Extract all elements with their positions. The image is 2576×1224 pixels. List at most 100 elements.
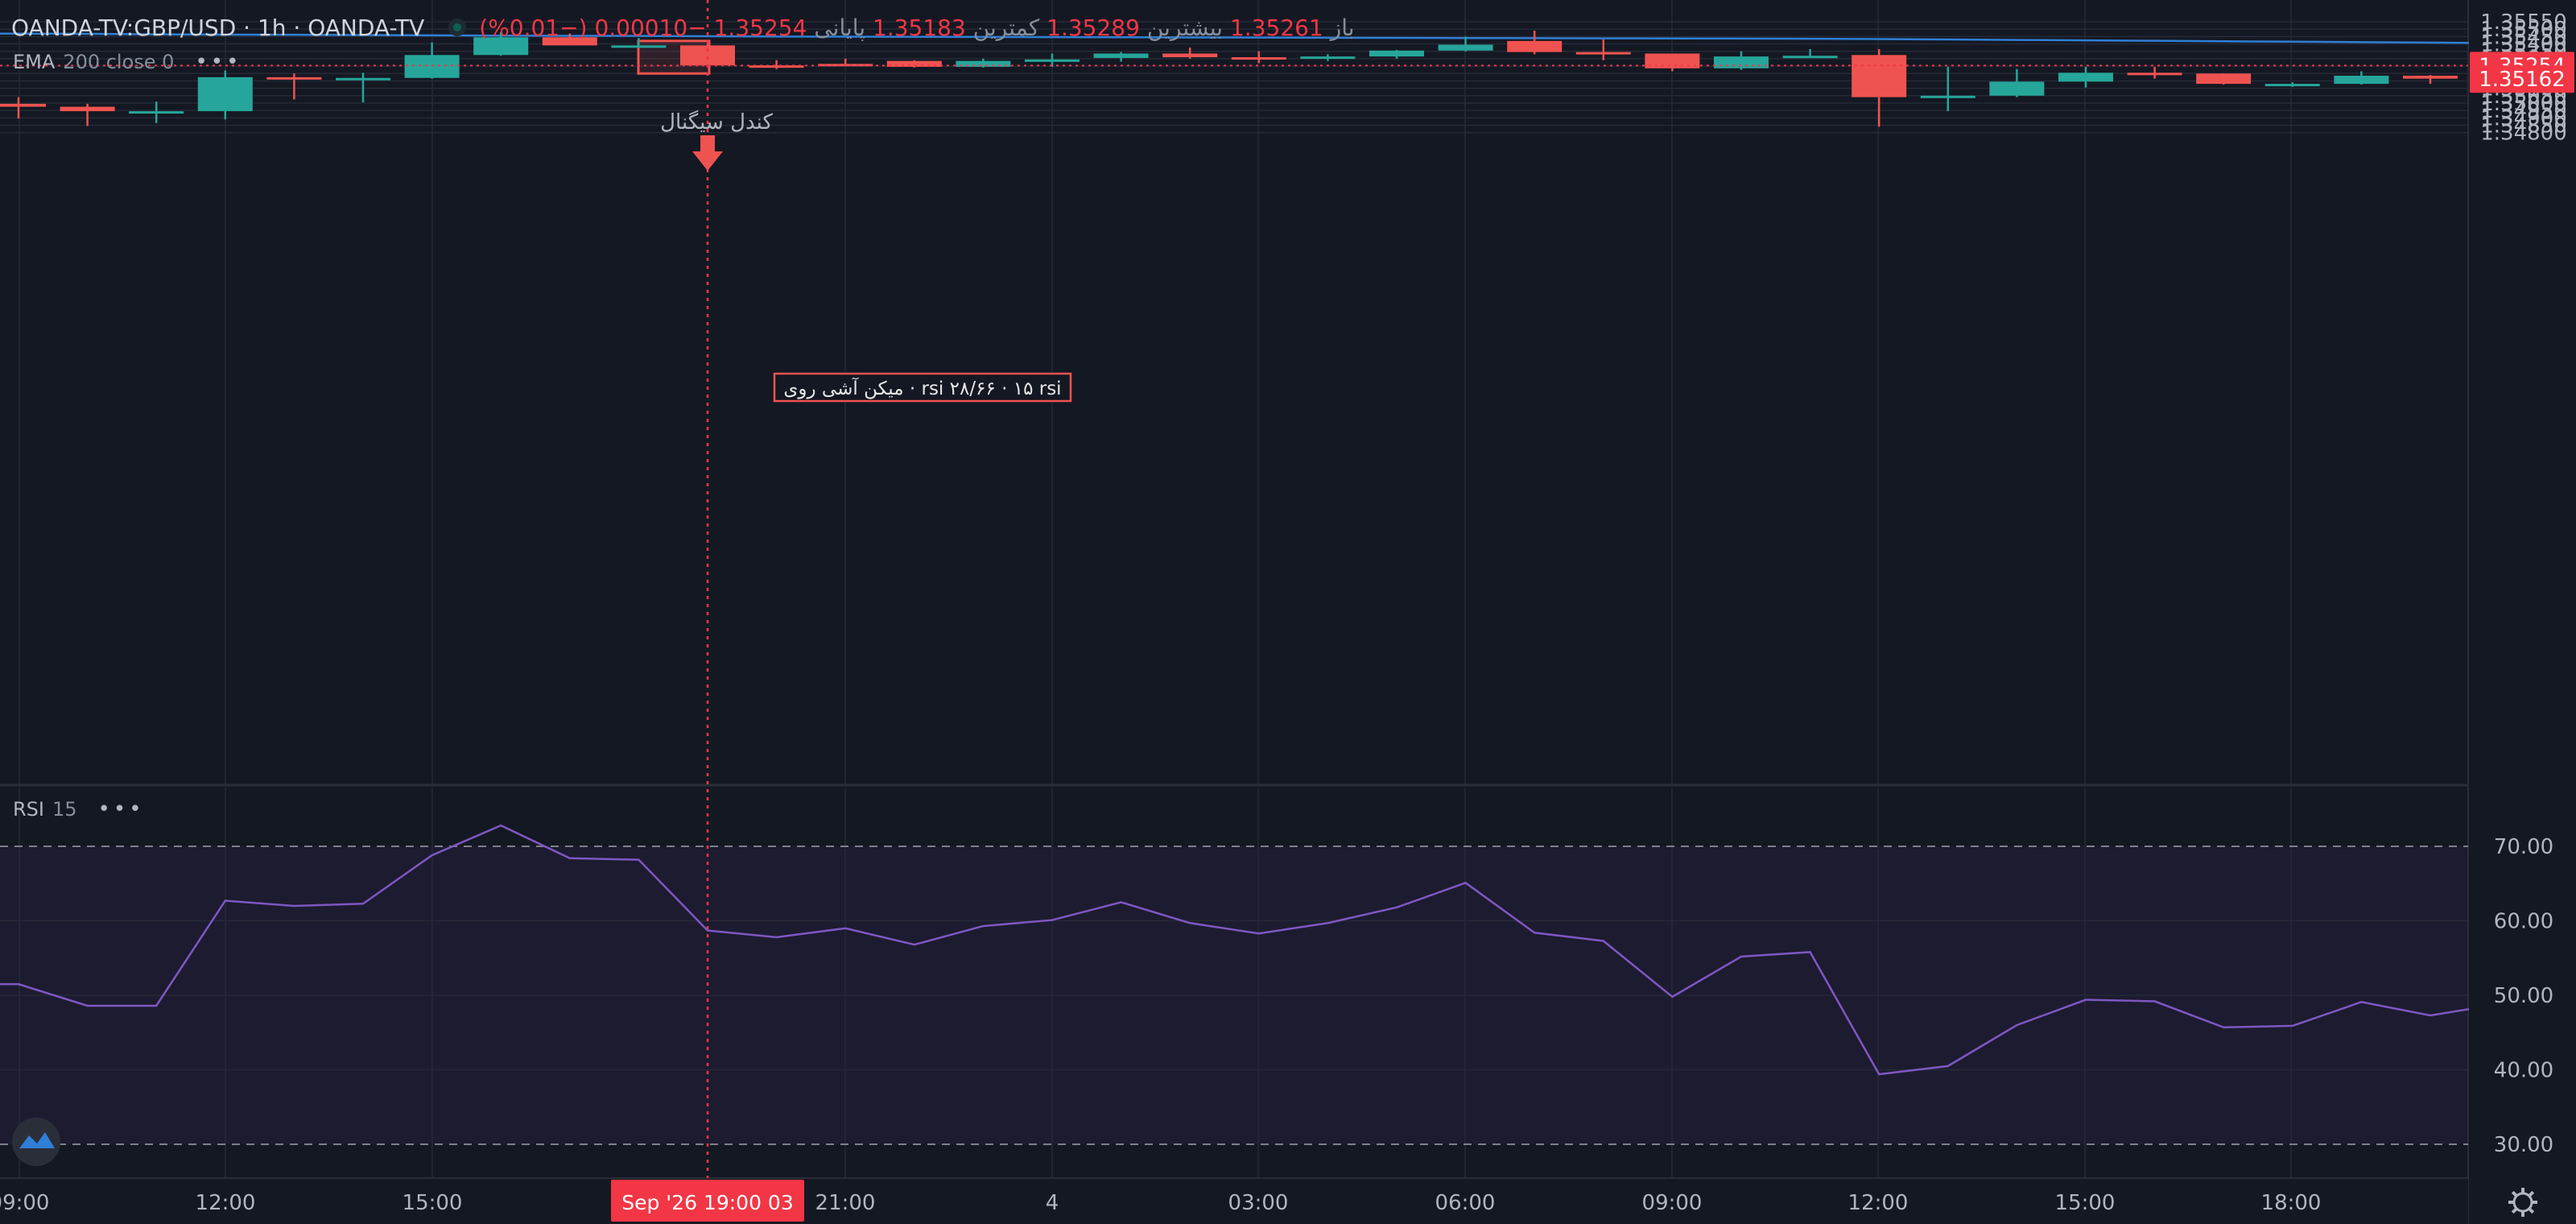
time-axis-label: 15:00 <box>402 1191 463 1215</box>
candle-body[interactable] <box>2403 76 2458 79</box>
candle-body[interactable] <box>266 76 322 80</box>
crosshair-price-tag <box>2470 65 2574 93</box>
price-axis-label: 1.35550 <box>2480 10 2567 35</box>
rsi-axis-label: 60.00 <box>2494 910 2553 934</box>
rsi-axis-label: 50.00 <box>2494 984 2553 1008</box>
ema-legend[interactable]: EMA 200 close 0 ••• <box>13 50 242 74</box>
price-axis-label: 1.34850 <box>2480 114 2567 139</box>
candle-body[interactable] <box>1852 55 1907 97</box>
ema-line[interactable] <box>0 32 2500 44</box>
candle-body[interactable] <box>1920 95 1975 98</box>
candle-body[interactable] <box>1025 59 1080 62</box>
price-axis[interactable] <box>2469 0 2576 1224</box>
candle-body[interactable] <box>2196 73 2252 85</box>
candle-body[interactable] <box>1575 52 1631 55</box>
time-axis-label: 21:00 <box>815 1191 876 1215</box>
candle-body[interactable] <box>1231 57 1286 60</box>
price-axis-label: 1.34900 <box>2480 106 2567 130</box>
time-axis[interactable] <box>0 1179 2468 1224</box>
close-value: 1.35254 <box>713 14 807 41</box>
close-label: پایانی <box>814 14 866 41</box>
candle-body[interactable] <box>473 37 529 56</box>
candle-body[interactable] <box>1300 56 1356 60</box>
signal-label[interactable]: کندل سیگنال <box>660 110 773 134</box>
symbol-title[interactable]: OANDA-TV:GBP/USD · 1h · OANDA-TV <box>11 14 425 41</box>
settings-gear-tooth <box>2511 1190 2517 1197</box>
chart-header: OANDA-TV:GBP/USD · 1h · OANDA-TV باز 1.3… <box>11 11 1355 43</box>
crosshair-price-tag-text: 1.35162 <box>2479 68 2566 92</box>
settings-gear-tooth <box>2529 1190 2535 1197</box>
ema-params: 200 close 0 <box>63 51 175 73</box>
price-axis-label: 1.35000 <box>2480 92 2567 116</box>
rsi-note-box[interactable] <box>773 372 1072 403</box>
candle-body[interactable] <box>2058 72 2113 82</box>
rsi-more-icon[interactable]: ••• <box>97 797 145 821</box>
ohlc-values: باز 1.35261 بیشترین 1.35289 کمترین 1.351… <box>479 14 1354 41</box>
tradingview-logo-icon[interactable] <box>12 1118 60 1166</box>
candle-body[interactable] <box>1438 44 1493 51</box>
rsi-note-text: rsi ۲۸/۶۶ · ۱۵ rsi · میکن آشی روی <box>783 377 1061 399</box>
crosshair-time-tag <box>611 1180 804 1222</box>
open-label: باز <box>1330 14 1355 41</box>
high-value: 1.35289 <box>1046 14 1140 41</box>
rsi-axis-label: 30.00 <box>2494 1133 2553 1157</box>
candle-body[interactable] <box>2334 76 2389 85</box>
logo-mountain <box>19 1132 55 1148</box>
candle-body[interactable] <box>0 103 46 107</box>
settings-gear-icon[interactable] <box>2508 1188 2537 1217</box>
candle-body[interactable] <box>1714 56 1769 68</box>
candle-body[interactable] <box>336 77 390 81</box>
market-status-icon[interactable] <box>448 19 467 36</box>
candle-body[interactable] <box>611 45 667 48</box>
settings-gear-tooth <box>2529 1208 2535 1214</box>
candle-body[interactable] <box>749 65 804 68</box>
time-axis-label: 18:00 <box>2261 1191 2322 1215</box>
time-axis-label: 09:00 <box>0 1191 49 1215</box>
candle-body[interactable] <box>1093 53 1149 58</box>
low-value: 1.35183 <box>873 14 966 41</box>
rsi-axis-label: 70.00 <box>2494 835 2553 859</box>
price-axis-label: 1.35450 <box>2480 25 2567 49</box>
rsi-legend[interactable]: RSI 15 ••• <box>13 797 145 821</box>
time-axis-label: 12:00 <box>196 1191 256 1215</box>
candle-body[interactable] <box>1782 56 1838 59</box>
price-axis-label: 1.34950 <box>2480 99 2567 123</box>
candle-body[interactable] <box>60 106 115 112</box>
logo-circle <box>12 1118 60 1166</box>
rsi-name: RSI <box>13 798 44 821</box>
time-axis-label: 09:00 <box>1642 1191 1703 1215</box>
settings-gear-tooth <box>2511 1208 2517 1214</box>
high-label: بیشترین <box>1146 14 1224 41</box>
change-value: −0.00010 (−0.01%) <box>479 14 707 41</box>
candle-body[interactable] <box>1369 50 1424 57</box>
candle-body[interactable] <box>2264 84 2320 87</box>
candle-body[interactable] <box>886 60 942 67</box>
rsi-params: 15 <box>52 798 77 821</box>
candle-body[interactable] <box>542 37 597 46</box>
time-axis-label: 12:00 <box>1848 1191 1909 1215</box>
low-label: کمترین <box>972 14 1040 41</box>
time-axis-label: 03:00 <box>1228 1191 1289 1215</box>
price-axis-label: 1.35500 <box>2480 18 2567 42</box>
candle-body[interactable] <box>956 60 1011 67</box>
candle-body[interactable] <box>1507 40 1563 52</box>
candle-body[interactable] <box>197 76 253 112</box>
signal-arrow-icon[interactable] <box>692 135 723 171</box>
ema-name: EMA <box>13 51 56 73</box>
candle-body[interactable] <box>1645 53 1700 68</box>
candle-body[interactable] <box>404 55 460 78</box>
rsi-axis-label: 40.00 <box>2494 1059 2553 1083</box>
candle-body[interactable] <box>2127 72 2182 76</box>
ema-more-icon[interactable]: ••• <box>195 50 242 74</box>
time-axis-label: 06:00 <box>1435 1191 1496 1215</box>
candle-body[interactable] <box>1162 53 1218 58</box>
open-value: 1.35261 <box>1229 14 1323 41</box>
candle-body[interactable] <box>129 111 184 114</box>
time-axis-label: 4 <box>1046 1191 1059 1215</box>
crosshair-time-tag-text: Sep '26 19:00 03 <box>621 1191 794 1214</box>
candle-body[interactable] <box>1989 81 2045 96</box>
price-axis-label: 1.34800 <box>2480 122 2567 146</box>
rsi-line[interactable] <box>0 824 2500 1076</box>
settings-gear-ring <box>2512 1192 2533 1213</box>
